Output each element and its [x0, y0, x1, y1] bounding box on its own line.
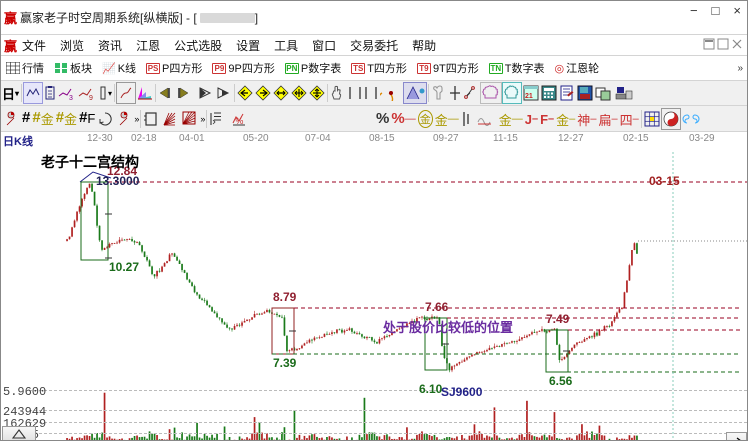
svg-text:3: 3 [69, 95, 73, 101]
svg-text:9: 9 [89, 95, 93, 101]
svg-text:21: 21 [525, 93, 533, 100]
